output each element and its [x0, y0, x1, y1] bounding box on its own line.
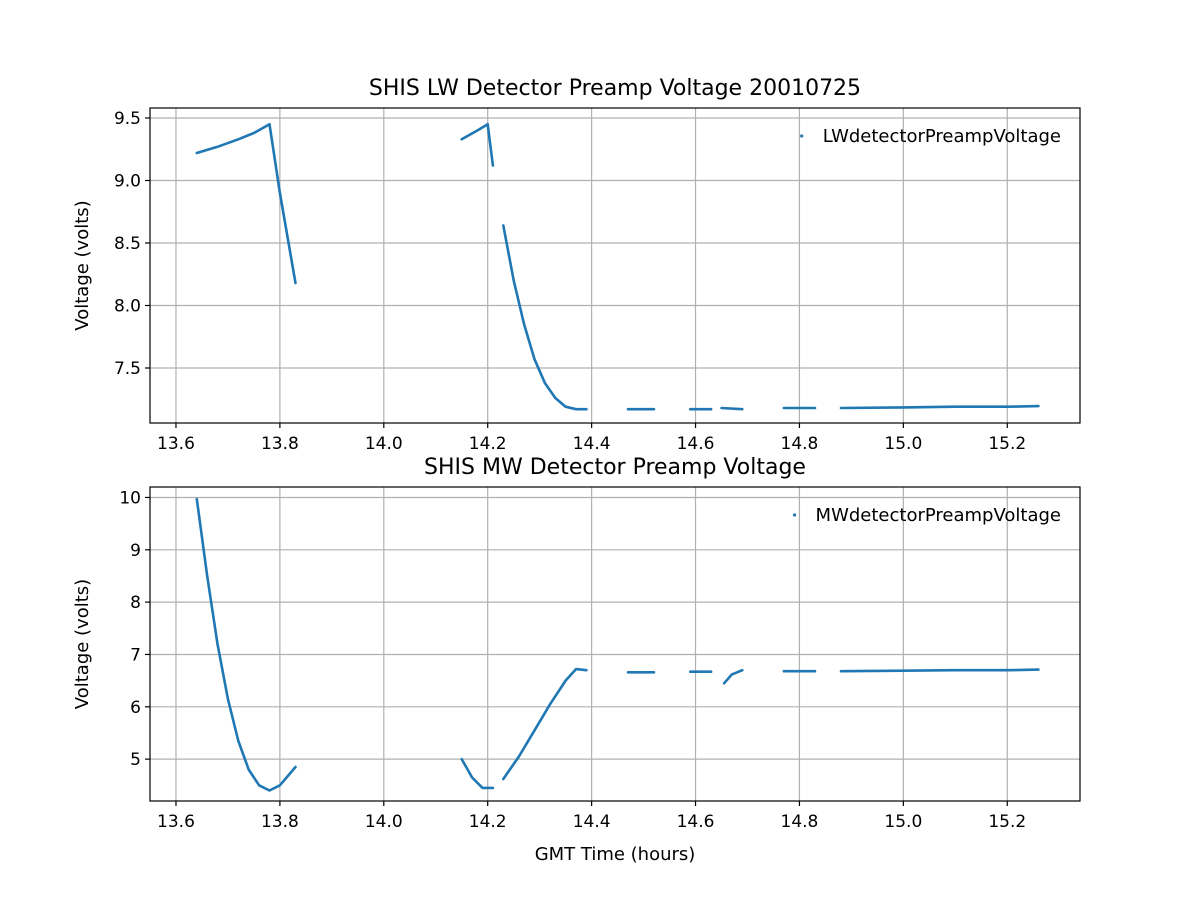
mw-x-tick-label: 14.4: [573, 812, 611, 832]
mw-y-tick-label: 6: [130, 698, 141, 718]
lw-x-tick-label: 13.6: [157, 434, 195, 454]
mw-y-tick-label: 9: [130, 541, 141, 561]
lw-y-tick-label: 9.5: [114, 109, 141, 129]
lw-x-tick-label: 14.4: [573, 434, 611, 454]
mw-x-tick-label: 14.6: [677, 812, 715, 832]
lw-y-tick-label: 7.5: [114, 359, 141, 379]
lw-x-tick-label: 14.0: [365, 434, 403, 454]
lw-legend-marker: [800, 134, 804, 138]
mw-data-segment-2: [460, 757, 495, 790]
mw-y-tick-label: 7: [130, 645, 141, 665]
mw-y-tick-label: 5: [130, 750, 141, 770]
mw-data-segment-1: [195, 497, 297, 792]
lw-chart-title: SHIS LW Detector Preamp Voltage 20010725: [369, 76, 861, 101]
lw-y-ticks: 7.5 8.0 8.5 9.0 9.5: [114, 109, 150, 379]
mw-y-axis-label: Voltage (volts): [72, 579, 93, 709]
lw-y-tick-label: 8.5: [114, 234, 141, 254]
lw-grid: [150, 108, 1080, 423]
mw-y-tick-label: 10: [119, 488, 141, 508]
lw-x-tick-label: 14.8: [781, 434, 819, 454]
mw-x-axis-label: GMT Time (hours): [535, 844, 696, 865]
mw-x-tick-label: 15.2: [988, 812, 1026, 832]
mw-y-ticks: 5 6 7 8 9 10: [119, 488, 150, 770]
lw-y-axis-label: Voltage (volts): [72, 200, 93, 330]
mw-x-tick-label: 13.6: [157, 812, 195, 832]
lw-x-tick-label: 15.2: [988, 434, 1026, 454]
lw-y-tick-label: 8.0: [114, 297, 141, 317]
lw-data-segment-5: [501, 224, 588, 411]
lw-x-tick-label: 14.2: [469, 434, 507, 454]
mw-x-tick-label: 15.0: [884, 812, 922, 832]
lw-x-tick-label: 15.0: [884, 434, 922, 454]
lw-data-segment-2: [268, 123, 297, 285]
mw-legend-label: MWdetectorPreampVoltage: [816, 505, 1061, 526]
mw-grid: [150, 487, 1080, 801]
mw-legend-marker: [792, 513, 797, 517]
mw-data-marks: [195, 497, 1040, 792]
lw-data-segment-4: [486, 123, 495, 167]
lw-legend-label: LWdetectorPreampVoltage: [823, 126, 1061, 147]
lw-data-segment-8: [720, 406, 744, 411]
mw-voltage-chart: 13.6 13.8 14.0 14.2 14.4 14.6 14.8 15.0 15.2 5 6 7…: [72, 455, 1081, 865]
mw-data-segment-3: [501, 667, 588, 781]
mw-x-ticks: 13.6 13.8 14.0 14.2 14.4 14.6 14.8 15.0 15.2: [157, 801, 1026, 832]
lw-x-tick-label: 13.8: [261, 434, 299, 454]
lw-y-tick-label: 9.0: [114, 172, 141, 192]
mw-x-tick-label: 13.8: [261, 812, 299, 832]
mw-legend: MWdetectorPreampVoltage: [792, 505, 1061, 526]
mw-x-tick-label: 14.2: [469, 812, 507, 832]
lw-legend: LWdetectorPreampVoltage: [800, 126, 1061, 147]
lw-axes-frame: [149, 107, 1081, 424]
lw-data-segment-10: [839, 404, 1040, 410]
mw-x-tick-label: 14.8: [781, 812, 819, 832]
mw-data-segment-6: [722, 668, 744, 685]
lw-data-segment-1: [195, 123, 271, 155]
lw-x-ticks: 13.6 13.8 14.0 14.2 14.4 14.6 14.8 15.0 15.2: [157, 423, 1026, 454]
mw-chart-title: SHIS MW Detector Preamp Voltage: [424, 455, 806, 480]
mw-y-tick-label: 8: [130, 593, 141, 613]
lw-voltage-chart: 13.6 13.8 14.0 14.2 14.4 14.6 14.8 15.0 15.2 7.5…: [72, 76, 1081, 454]
lw-x-tick-label: 14.6: [677, 434, 715, 454]
mw-x-tick-label: 14.0: [365, 812, 403, 832]
mw-axes-frame: [149, 486, 1081, 802]
lw-data-marks: [195, 123, 1040, 411]
mw-data-segment-8: [839, 668, 1040, 673]
lw-data-segment-3: [460, 123, 490, 141]
